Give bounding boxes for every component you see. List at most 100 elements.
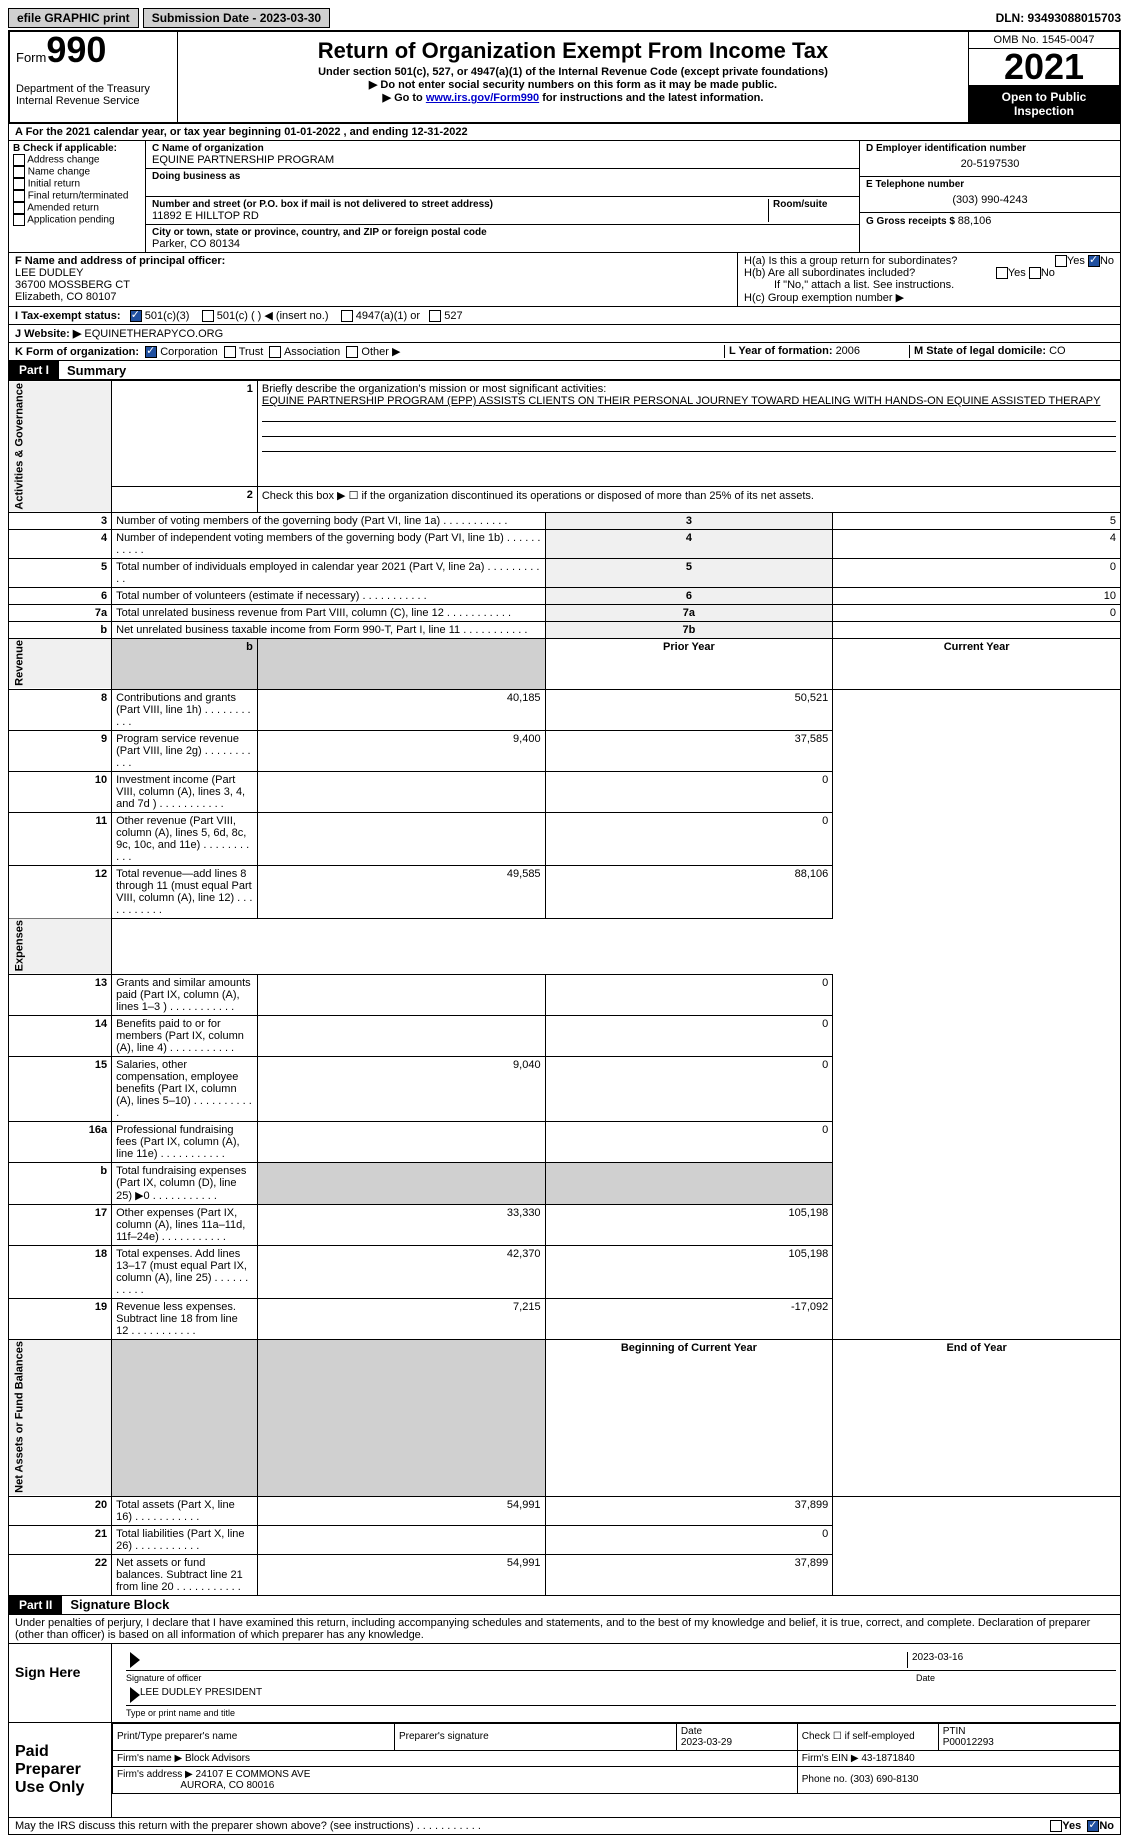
f-label: F Name and address of principal officer:: [15, 255, 731, 267]
table-row: 17Other expenses (Part IX, column (A), l…: [9, 1204, 1121, 1245]
gross-value: 88,106: [958, 215, 992, 227]
q1-label: Briefly describe the organization's miss…: [262, 383, 606, 395]
boxb-checkbox[interactable]: [13, 154, 25, 166]
boxb-option: Application pending: [13, 214, 141, 226]
4947-checkbox[interactable]: [341, 310, 353, 322]
gov-line: 5Total number of individuals employed in…: [9, 558, 1121, 587]
discuss-row: May the IRS discuss this return with the…: [8, 1818, 1121, 1835]
dept-treasury: Department of the Treasury: [16, 83, 171, 95]
table-row: bTotal fundraising expenses (Part IX, co…: [9, 1162, 1121, 1204]
boxb-option: Name change: [13, 166, 141, 178]
box-b: B Check if applicable: Address change Na…: [9, 141, 146, 252]
section-f-h: F Name and address of principal officer:…: [8, 253, 1121, 307]
gov-line: bNet unrelated business taxable income f…: [9, 621, 1121, 638]
part1-header: Part I Summary: [8, 361, 1121, 380]
trust-checkbox[interactable]: [224, 346, 236, 358]
boxb-option: Initial return: [13, 178, 141, 190]
row-j-website: J Website: ▶ EQUINETHERAPYCO.ORG: [8, 325, 1121, 343]
self-employed-check[interactable]: Check ☐ if self-employed: [797, 1723, 938, 1750]
table-row: 21Total liabilities (Part X, line 26)0: [9, 1525, 1121, 1554]
firm-name: Block Advisors: [185, 1753, 250, 1764]
tax-year: 2021: [969, 49, 1119, 86]
boxb-checkbox[interactable]: [13, 178, 25, 190]
assoc-checkbox[interactable]: [269, 346, 281, 358]
hb-note: If "No," attach a list. See instructions…: [744, 279, 1114, 291]
table-row: 9Program service revenue (Part VIII, lin…: [9, 730, 1121, 771]
corp-checkbox[interactable]: [145, 346, 157, 358]
501c3-checkbox[interactable]: [130, 310, 142, 322]
table-row: 19Revenue less expenses. Subtract line 1…: [9, 1298, 1121, 1339]
boxb-checkbox[interactable]: [13, 202, 25, 214]
irs-label: Internal Revenue Service: [16, 95, 171, 107]
top-bar: efile GRAPHIC print Submission Date - 20…: [8, 8, 1121, 28]
table-row: 11Other revenue (Part VIII, column (A), …: [9, 812, 1121, 865]
subtitle-3: ▶ Go to www.irs.gov/Form990 for instruct…: [184, 91, 962, 104]
firm-addr2: AURORA, CO 80016: [180, 1780, 274, 1791]
mission-text: EQUINE PARTNERSHIP PROGRAM (EPP) ASSISTS…: [262, 395, 1101, 407]
boxb-checkbox[interactable]: [13, 166, 25, 178]
end-year-hdr: End of Year: [833, 1339, 1121, 1496]
room-label: Room/suite: [773, 199, 853, 210]
org-address: 11892 E HILLTOP RD: [152, 210, 764, 222]
row-a-period: A For the 2021 calendar year, or tax yea…: [8, 124, 1121, 141]
ein-value: 20-5197530: [866, 154, 1114, 174]
firm-phone: (303) 690-8130: [850, 1774, 918, 1785]
subtitle-1: Under section 501(c), 527, or 4947(a)(1)…: [184, 66, 962, 78]
gov-line: 6Total number of volunteers (estimate if…: [9, 587, 1121, 604]
hb-row: H(b) Are all subordinates included? Yes …: [744, 267, 1114, 279]
boxb-option: Address change: [13, 154, 141, 166]
paid-preparer-block: Paid Preparer Use Only Print/Type prepar…: [8, 1723, 1121, 1818]
table-row: 18Total expenses. Add lines 13–17 (must …: [9, 1245, 1121, 1298]
table-row: 8Contributions and grants (Part VIII, li…: [9, 689, 1121, 730]
gross-label: G Gross receipts $: [866, 216, 958, 227]
other-checkbox[interactable]: [346, 346, 358, 358]
officer-addr2: Elizabeth, CO 80107: [15, 291, 731, 303]
submission-btn[interactable]: Submission Date - 2023-03-30: [143, 8, 330, 28]
gov-line: 7aTotal unrelated business revenue from …: [9, 604, 1121, 621]
dln-label: DLN: 93493088015703: [996, 11, 1121, 25]
efile-btn[interactable]: efile GRAPHIC print: [8, 8, 139, 28]
part2-header: Part II Signature Block: [8, 1596, 1121, 1615]
irs-link[interactable]: www.irs.gov/Form990: [426, 92, 539, 104]
gov-line: 4Number of independent voting members of…: [9, 529, 1121, 558]
firm-addr1: 24107 E COMMONS AVE: [196, 1769, 311, 1780]
form-word: Form: [16, 50, 46, 65]
table-row: 22Net assets or fund balances. Subtract …: [9, 1554, 1121, 1595]
prep-date: 2023-03-29: [681, 1737, 732, 1748]
form-title: Return of Organization Exempt From Incom…: [184, 38, 962, 64]
prior-year-hdr: Prior Year: [545, 638, 833, 689]
form-header: Form990 Department of the Treasury Inter…: [8, 30, 1121, 124]
dba-label: Doing business as: [152, 171, 853, 182]
boxb-checkbox[interactable]: [13, 214, 25, 226]
gov-line: 3Number of voting members of the governi…: [9, 512, 1121, 529]
officer-printed-name: LEE DUDLEY PRESIDENT: [140, 1687, 262, 1703]
q2-text: Check this box ▶ ☐ if the organization d…: [257, 487, 1120, 513]
current-year-hdr: Current Year: [833, 638, 1121, 689]
table-row: 15Salaries, other compensation, employee…: [9, 1056, 1121, 1121]
ein-label: D Employer identification number: [866, 143, 1114, 154]
subtitle-2: ▶ Do not enter social security numbers o…: [184, 78, 962, 91]
vtab-netassets: Net Assets or Fund Balances: [9, 1339, 112, 1496]
officer-name: LEE DUDLEY: [15, 267, 731, 279]
org-city: Parker, CO 80134: [152, 238, 853, 250]
boxb-option: Amended return: [13, 202, 141, 214]
table-row: 14Benefits paid to or for members (Part …: [9, 1015, 1121, 1056]
table-row: 20Total assets (Part X, line 16)54,99137…: [9, 1496, 1121, 1525]
begin-year-hdr: Beginning of Current Year: [545, 1339, 833, 1496]
ha-row: H(a) Is this a group return for subordin…: [744, 255, 1114, 267]
firm-ein: 43-1871840: [861, 1753, 914, 1764]
501c-checkbox[interactable]: [202, 310, 214, 322]
c-name-label: C Name of organization: [152, 143, 853, 154]
addr-label: Number and street (or P.O. box if mail i…: [152, 199, 764, 210]
boxb-checkbox[interactable]: [13, 190, 25, 202]
boxb-option: Final return/terminated: [13, 190, 141, 202]
ptin-value: P00012293: [943, 1737, 994, 1748]
527-checkbox[interactable]: [429, 310, 441, 322]
vtab-expenses: Expenses: [9, 918, 112, 974]
tel-value: (303) 990-4243: [866, 190, 1114, 210]
form-number: 990: [46, 29, 106, 70]
vtab-revenue: Revenue: [9, 638, 112, 689]
table-row: 16aProfessional fundraising fees (Part I…: [9, 1121, 1121, 1162]
officer-addr1: 36700 MOSSBERG CT: [15, 279, 731, 291]
table-row: 12Total revenue—add lines 8 through 11 (…: [9, 865, 1121, 918]
